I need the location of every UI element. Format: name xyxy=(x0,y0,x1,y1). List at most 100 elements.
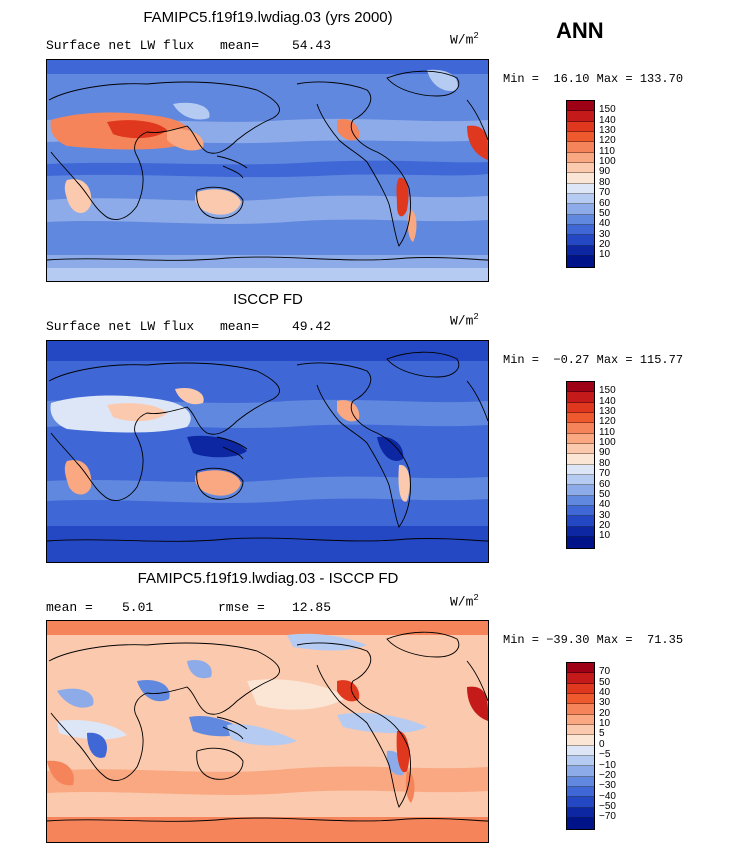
colorbar-tick-label: 20 xyxy=(599,519,611,531)
colorbar-tick-label: 70 xyxy=(599,666,611,678)
panel2-stat-label: mean= xyxy=(220,319,260,334)
colorbar-swatch xyxy=(567,413,594,424)
colorbar-tick-label: 130 xyxy=(599,125,616,137)
colorbar-tick-label: 0 xyxy=(599,738,605,750)
colorbar-tick-label: 30 xyxy=(599,509,611,521)
colorbar-tick-label: 70 xyxy=(599,187,611,199)
colorbar-swatch xyxy=(567,235,594,246)
colorbar-swatch xyxy=(567,204,594,215)
panel1-colorbar-ticks: 150 140 130 120 110 100 90 80 70 60 50 40 30 20 10 xyxy=(599,100,639,270)
colorbar-tick-label: 10 xyxy=(599,718,611,730)
colorbar-swatch xyxy=(567,214,594,226)
colorbar-tick-label: 10 xyxy=(599,249,611,261)
colorbar-tick-label: 40 xyxy=(599,499,611,511)
colorbar-swatch xyxy=(567,756,594,767)
colorbar-swatch xyxy=(567,725,594,736)
colorbar-swatch xyxy=(567,402,594,414)
colorbar-swatch xyxy=(567,704,594,715)
colorbar-swatch xyxy=(567,194,594,205)
colorbar-tick-label: 30 xyxy=(599,228,611,240)
colorbar-swatch xyxy=(567,142,594,153)
colorbar-tick-label: 90 xyxy=(599,166,611,178)
panel3-colorbar xyxy=(566,662,595,830)
colorbar-swatch xyxy=(567,506,594,517)
colorbar-swatch xyxy=(567,787,594,798)
colorbar-tick-label: 150 xyxy=(599,385,616,397)
panel2-stat-value: 49.42 xyxy=(292,319,332,334)
season-label: ANN xyxy=(556,18,604,43)
panel3-units: W/m2 xyxy=(450,593,479,610)
panel1-stat-label: mean= xyxy=(220,38,260,53)
colorbar-swatch xyxy=(567,776,594,788)
panel1-units: W/m2 xyxy=(450,31,479,48)
colorbar-swatch xyxy=(567,163,594,174)
colorbar-swatch xyxy=(567,382,594,393)
colorbar-swatch xyxy=(567,475,594,486)
colorbar-tick-label: 110 xyxy=(599,145,615,157)
panel2-minmax: Min = −0.27 Max = 115.77 xyxy=(503,353,684,367)
colorbar-tick-label: 120 xyxy=(599,135,616,147)
colorbar-tick-label: 50 xyxy=(599,676,611,688)
colorbar-swatch xyxy=(567,392,594,403)
colorbar-swatch xyxy=(567,797,594,808)
colorbar-swatch xyxy=(567,766,594,777)
colorbar-swatch xyxy=(567,807,594,819)
colorbar-swatch xyxy=(567,132,594,143)
colorbar-tick-label: 10 xyxy=(599,530,611,542)
panel2-left-label: Surface net LW flux xyxy=(46,319,195,334)
colorbar-tick-label: 80 xyxy=(599,457,611,469)
colorbar-tick-label: 50 xyxy=(599,207,611,219)
panel3-title: FAMIPC5.f19f19.lwdiag.03 - ISCCP FD xyxy=(137,570,399,587)
colorbar-tick-label: 120 xyxy=(599,416,616,428)
colorbar-tick-label: 70 xyxy=(599,468,611,480)
panel1-map xyxy=(46,59,489,282)
colorbar-swatch xyxy=(567,818,594,829)
colorbar-swatch xyxy=(567,444,594,455)
colorbar-swatch xyxy=(567,225,594,236)
panel2-colorbar-ticks: 150 140 130 120 110 100 90 80 70 60 50 40 30 20 10 xyxy=(599,381,639,551)
colorbar-tick-label: 20 xyxy=(599,707,611,719)
colorbar-tick-label: 60 xyxy=(599,197,611,209)
colorbar-tick-label: 60 xyxy=(599,478,611,490)
panel3-colorbar-ticks: 70 50 40 30 20 10 5 0 −5 −10 −20 −30 −40 −50 −70 xyxy=(599,662,639,832)
colorbar-swatch xyxy=(567,101,594,112)
colorbar-tick-label: 150 xyxy=(599,104,616,116)
colorbar-swatch xyxy=(567,423,594,434)
panel3-minmax: Min = −39.30 Max = 71.35 xyxy=(503,633,684,647)
colorbar-swatch xyxy=(567,714,594,726)
colorbar-swatch xyxy=(567,694,594,705)
colorbar-swatch xyxy=(567,173,594,184)
colorbar-tick-label: 5 xyxy=(599,728,605,740)
panel1-title: FAMIPC5.f19f19.lwdiag.03 (yrs 2000) xyxy=(143,9,393,26)
colorbar-tick-label: 130 xyxy=(599,406,616,418)
colorbar-tick-label: 40 xyxy=(599,218,611,230)
colorbar-swatch xyxy=(567,495,594,507)
colorbar-swatch xyxy=(567,745,594,757)
colorbar-swatch xyxy=(567,183,594,195)
panel3-left-value: 5.01 xyxy=(122,600,154,615)
colorbar-tick-label: 100 xyxy=(599,156,616,168)
colorbar-tick-label: 40 xyxy=(599,687,611,699)
colorbar-tick-label: 110 xyxy=(599,426,615,438)
colorbar-tick-label: −20 xyxy=(599,769,616,781)
colorbar-swatch xyxy=(567,537,594,548)
colorbar-tick-label: −50 xyxy=(599,800,616,812)
colorbar-swatch xyxy=(567,526,594,538)
panel3-stat-value: 12.85 xyxy=(292,600,332,615)
colorbar-swatch xyxy=(567,121,594,133)
panel2-map xyxy=(46,340,489,563)
colorbar-swatch xyxy=(567,673,594,684)
colorbar-tick-label: −5 xyxy=(599,749,611,761)
panel2-title: ISCCP FD xyxy=(233,291,303,308)
panel3-left-label: mean = xyxy=(46,600,93,615)
colorbar-tick-label: 30 xyxy=(599,697,611,709)
colorbar-tick-label: 80 xyxy=(599,176,611,188)
colorbar-swatch xyxy=(567,111,594,122)
panel1-left-label: Surface net LW flux xyxy=(46,38,195,53)
colorbar-swatch xyxy=(567,485,594,496)
colorbar-tick-label: 100 xyxy=(599,437,616,449)
colorbar-tick-label: −30 xyxy=(599,780,616,792)
colorbar-swatch xyxy=(567,663,594,674)
colorbar-swatch xyxy=(567,464,594,476)
colorbar-tick-label: 140 xyxy=(599,114,616,126)
